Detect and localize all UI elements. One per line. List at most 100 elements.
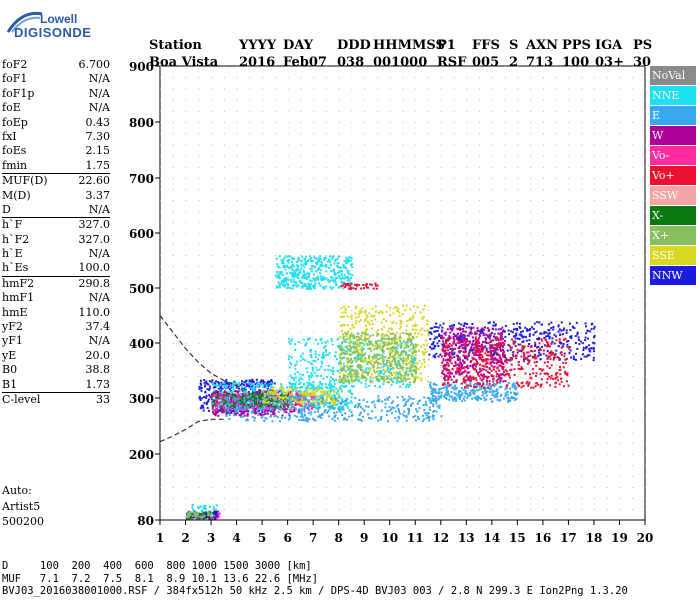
- grid-dot: [325, 200, 327, 201]
- grid-dot: [555, 144, 557, 146]
- scatter-point: [388, 396, 391, 399]
- grid-dot: [632, 66, 634, 67]
- grid-dot: [172, 487, 174, 488]
- scatter-point: [204, 507, 207, 510]
- grid-dot: [287, 509, 289, 510]
- scatter-point: [312, 384, 315, 387]
- scatter-point: [321, 357, 324, 360]
- scatter-point: [260, 382, 263, 385]
- scatter-point: [338, 394, 341, 397]
- scatter-point: [309, 394, 312, 397]
- scatter-point: [293, 398, 296, 401]
- grid-dot: [198, 110, 200, 112]
- scatter-point: [466, 392, 469, 395]
- grid-dot: [185, 332, 187, 333]
- scatter-point: [294, 414, 297, 417]
- grid-dot: [606, 509, 608, 510]
- grid-dot: [287, 211, 289, 212]
- grid-dot: [555, 420, 557, 422]
- grid-dot: [262, 88, 264, 90]
- grid-dot: [466, 222, 468, 223]
- grid-dot: [542, 277, 544, 278]
- scatter-point: [267, 394, 270, 397]
- grid-dot: [415, 365, 417, 366]
- x-tick-label: 2: [181, 531, 189, 545]
- x-tick-label: 10: [381, 531, 398, 545]
- scatter-point: [298, 407, 301, 410]
- grid-dot: [351, 299, 353, 300]
- scatter-point: [333, 415, 336, 418]
- scatter-point: [203, 401, 206, 404]
- grid-dot: [389, 387, 391, 388]
- scatter-point: [335, 411, 338, 414]
- grid-dot: [479, 476, 481, 477]
- grid-dot: [249, 233, 251, 234]
- scatter-point: [405, 354, 408, 357]
- scatter-point: [249, 401, 252, 404]
- scatter-point: [235, 394, 238, 397]
- grid-dot: [491, 409, 493, 411]
- grid-dot: [415, 211, 417, 212]
- grid-dot: [453, 99, 455, 101]
- grid-dot: [287, 189, 289, 190]
- scatter-point: [251, 403, 254, 406]
- scatter-point: [232, 389, 235, 392]
- grid-dot: [325, 431, 327, 433]
- scatter-point: [314, 407, 317, 410]
- grid-dot: [619, 398, 621, 399]
- scatter-point: [241, 398, 244, 401]
- header-label-11: PS: [633, 38, 652, 53]
- grid-dot: [440, 178, 442, 179]
- grid-dot: [211, 77, 213, 79]
- scatter-point: [225, 391, 228, 394]
- grid-dot: [198, 200, 200, 201]
- grid-dot: [274, 442, 276, 444]
- scatter-point: [270, 388, 273, 391]
- scatter-point: [213, 513, 216, 516]
- grid-dot: [517, 155, 519, 157]
- scatter-point: [312, 406, 315, 409]
- scatter-point: [306, 407, 309, 410]
- param-row: h`Es 100.0: [2, 261, 110, 275]
- scatter-point: [331, 385, 334, 388]
- grid-dot: [632, 277, 634, 278]
- scatter-point: [477, 389, 480, 392]
- scatter-point: [299, 373, 302, 376]
- scatter-point: [304, 419, 307, 422]
- grid-dot: [236, 321, 238, 322]
- scatter-point: [298, 418, 301, 421]
- scatter-point: [199, 399, 202, 402]
- scatter-point: [404, 341, 407, 344]
- grid-dot: [479, 509, 481, 510]
- scatter-point: [294, 386, 297, 389]
- scatter-point: [315, 400, 318, 403]
- grid-dot: [364, 332, 366, 333]
- scatter-point: [326, 394, 329, 397]
- grid-dot: [504, 376, 506, 377]
- grid-dot: [236, 365, 238, 366]
- grid-dot: [249, 166, 251, 168]
- grid-dot: [211, 442, 213, 444]
- scatter-point: [378, 371, 381, 374]
- grid-dot: [440, 222, 442, 223]
- parameter-list: foF2 6.700 foF1 N/A foF1p N/A foE N/A foEp 0.43 fx…: [2, 58, 110, 407]
- scatter-point: [491, 400, 494, 403]
- grid-dot: [389, 166, 391, 168]
- grid-dot: [568, 509, 570, 510]
- scatter-point: [328, 408, 331, 411]
- scatter-point: [434, 391, 437, 394]
- scatter-point: [301, 405, 304, 408]
- grid-dot: [632, 133, 634, 135]
- grid-dot: [466, 288, 468, 289]
- scatter-point: [370, 314, 373, 317]
- grid-dot: [491, 398, 493, 399]
- grid-dot: [376, 166, 378, 168]
- grid-dot: [185, 487, 187, 488]
- grid-dot: [185, 255, 187, 256]
- scatter-point: [239, 402, 242, 405]
- scatter-point: [202, 517, 205, 520]
- scatter-point: [282, 390, 285, 393]
- scatter-point: [269, 402, 272, 405]
- scatter-point: [327, 383, 330, 386]
- scatter-point: [485, 391, 488, 394]
